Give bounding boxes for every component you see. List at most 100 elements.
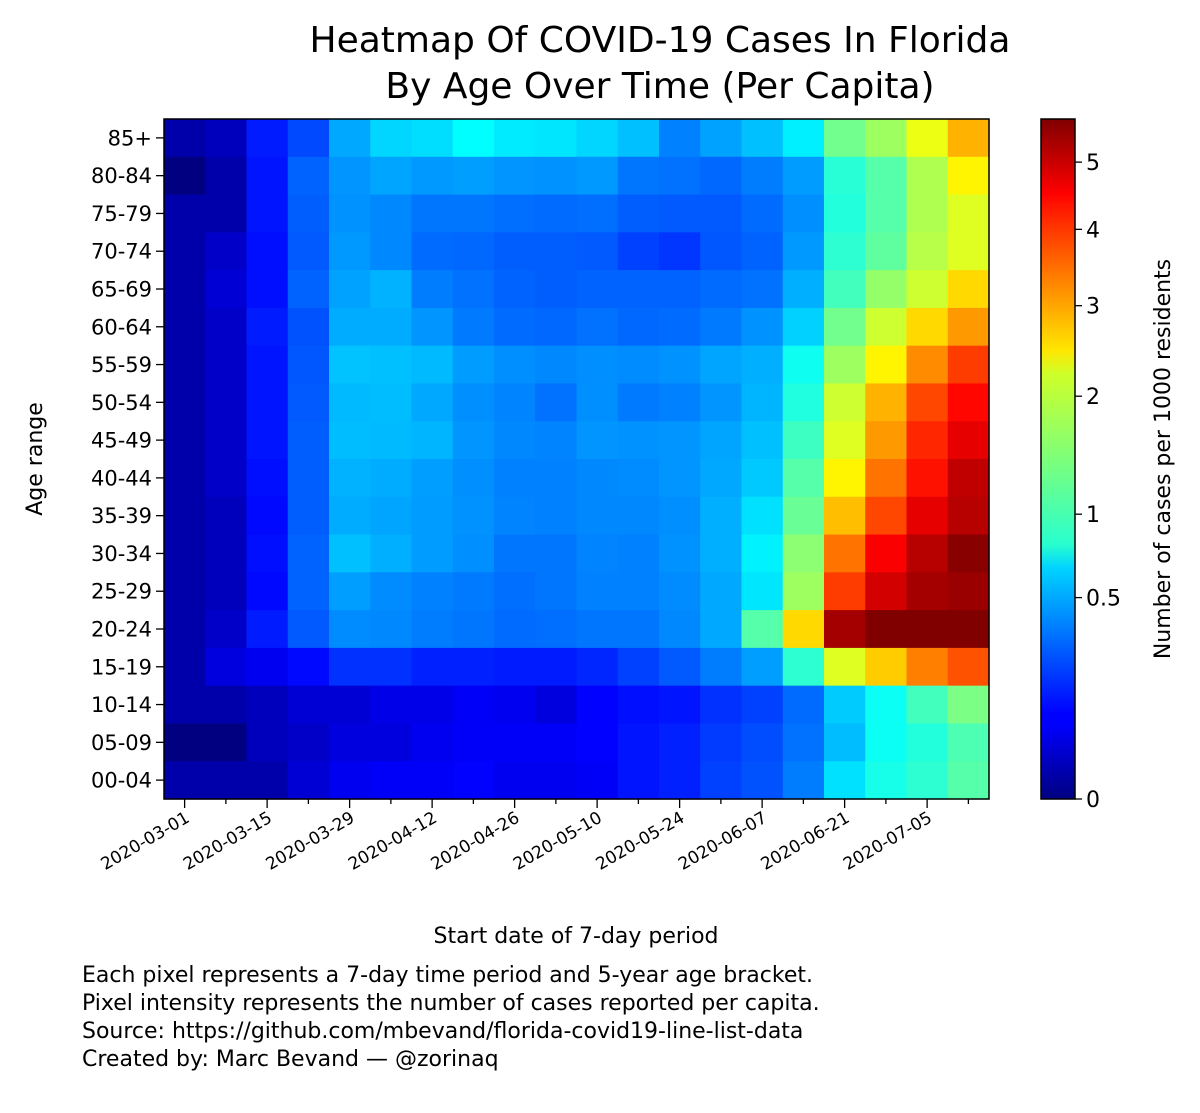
heatmap-cell bbox=[411, 761, 454, 800]
heatmap-cell bbox=[494, 270, 536, 309]
heatmap-cell bbox=[824, 572, 866, 611]
heatmap-cell bbox=[535, 270, 578, 309]
heatmap-cell bbox=[947, 194, 990, 233]
heatmap-cell bbox=[494, 610, 536, 649]
heatmap-cell bbox=[824, 194, 866, 233]
heatmap-cell bbox=[287, 459, 330, 498]
heatmap-cell bbox=[329, 685, 371, 725]
heatmap-cell bbox=[246, 572, 289, 611]
x-tick-label: 2020-03-01 bbox=[98, 808, 194, 875]
x-axis: 2020-03-012020-03-152020-03-292020-04-12… bbox=[98, 799, 970, 875]
heatmap-cell bbox=[906, 572, 949, 611]
heatmap-cell bbox=[287, 647, 330, 687]
heatmap-cell bbox=[494, 572, 536, 611]
heatmap-cell bbox=[287, 572, 330, 611]
heatmap-cell bbox=[452, 307, 495, 347]
heatmap-cell bbox=[205, 270, 248, 309]
heatmap-cell bbox=[205, 307, 248, 347]
heatmap-cell bbox=[947, 345, 990, 385]
heatmap-cell bbox=[700, 496, 743, 536]
heatmap-cell bbox=[700, 534, 743, 573]
heatmap-cell bbox=[659, 119, 701, 158]
heatmap-cell bbox=[287, 610, 330, 649]
heatmap-cell bbox=[576, 345, 619, 385]
heatmap-cell bbox=[700, 647, 743, 687]
heatmap-cell bbox=[576, 534, 619, 573]
heatmap-cell bbox=[906, 647, 949, 687]
heatmap-cell bbox=[700, 232, 743, 271]
heatmap-cell bbox=[411, 345, 454, 385]
heatmap-cell bbox=[287, 496, 330, 536]
x-tick-label: 2020-07-05 bbox=[840, 808, 936, 875]
heatmap-cell bbox=[782, 647, 825, 687]
heatmap-cell bbox=[741, 421, 784, 460]
heatmap-cell bbox=[782, 572, 825, 611]
heatmap-cell bbox=[452, 421, 495, 460]
heatmap-cell bbox=[700, 723, 743, 762]
heatmap-cell bbox=[535, 610, 578, 649]
heatmap-cell bbox=[205, 194, 248, 233]
x-axis-label: Start date of 7-day period bbox=[433, 924, 718, 949]
heatmap-cell bbox=[865, 119, 908, 158]
y-tick-label: 30-34 bbox=[91, 542, 152, 566]
heatmap-cell bbox=[411, 723, 454, 762]
heatmap-cell bbox=[947, 534, 990, 573]
heatmap-cell bbox=[782, 270, 825, 309]
heatmap-cell bbox=[947, 421, 990, 460]
heatmap-cell bbox=[576, 459, 619, 498]
heatmap-cell bbox=[617, 421, 660, 460]
heatmap-cell bbox=[494, 496, 536, 536]
heatmap-cell bbox=[782, 459, 825, 498]
y-tick-label: 05-09 bbox=[91, 731, 152, 755]
heatmap-cell bbox=[164, 421, 206, 460]
heatmap-cell bbox=[164, 307, 206, 347]
heatmap-cell bbox=[411, 572, 454, 611]
heatmap-cell bbox=[700, 383, 743, 422]
heatmap-cell bbox=[164, 194, 206, 233]
heatmap-cell bbox=[164, 723, 206, 762]
heatmap-cell bbox=[947, 307, 990, 347]
heatmap-cell bbox=[164, 610, 206, 649]
heatmap-cell bbox=[494, 459, 536, 498]
heatmap-cell bbox=[535, 459, 578, 498]
footnote-intensity-meaning: Pixel intensity represents the number of… bbox=[82, 991, 820, 1016]
heatmap-cell bbox=[246, 119, 289, 158]
heatmap-cell bbox=[287, 345, 330, 385]
chart-title-line-1: Heatmap Of COVID-19 Cases In Florida bbox=[309, 20, 1011, 61]
heatmap-cell bbox=[906, 119, 949, 158]
y-tick-label: 40-44 bbox=[91, 466, 152, 490]
heatmap-cell bbox=[865, 685, 908, 725]
colorbar-ticks: 0 0.5 1 2 3 4 5 bbox=[1075, 151, 1121, 813]
heatmap-cell bbox=[700, 119, 743, 158]
heatmap-cell bbox=[659, 270, 701, 309]
heatmap-cell bbox=[164, 383, 206, 422]
colorbar-tick-label: 0.5 bbox=[1086, 587, 1121, 612]
heatmap-cell bbox=[700, 270, 743, 309]
heatmap-cell bbox=[824, 383, 866, 422]
heatmap-cell bbox=[164, 232, 206, 271]
heatmap-cell bbox=[947, 270, 990, 309]
y-tick-label: 15-19 bbox=[91, 655, 152, 679]
heatmap-cell bbox=[947, 459, 990, 498]
heatmap-cell bbox=[576, 232, 619, 271]
heatmap-cell bbox=[824, 459, 866, 498]
heatmap-cell bbox=[700, 194, 743, 233]
heatmap-cell bbox=[164, 761, 206, 800]
heatmap-cell bbox=[535, 647, 578, 687]
heatmap-cell bbox=[865, 270, 908, 309]
heatmap-cell bbox=[617, 723, 660, 762]
heatmap-cell bbox=[741, 647, 784, 687]
heatmap-cell bbox=[411, 459, 454, 498]
heatmap-cell bbox=[411, 383, 454, 422]
heatmap-cell bbox=[576, 307, 619, 347]
heatmap-cell bbox=[246, 345, 289, 385]
heatmap-cell bbox=[906, 421, 949, 460]
heatmap-cell bbox=[865, 459, 908, 498]
heatmap-cell bbox=[164, 685, 206, 725]
heatmap-cell bbox=[824, 496, 866, 536]
heatmap-cell bbox=[535, 156, 578, 196]
heatmap-cell bbox=[246, 647, 289, 687]
heatmap-cell bbox=[700, 459, 743, 498]
y-tick-label: 10-14 bbox=[91, 693, 152, 717]
heatmap-cell bbox=[865, 496, 908, 536]
